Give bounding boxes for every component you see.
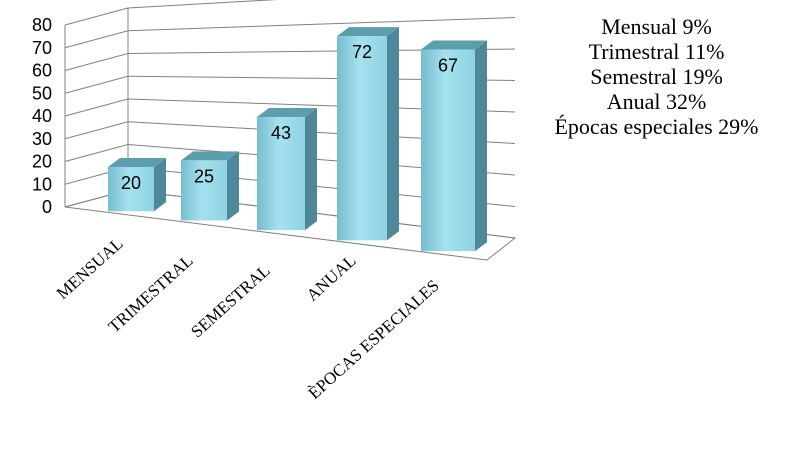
side-gridline — [64, 98, 129, 117]
chart-bars: 20 25 43 72 67 — [108, 27, 487, 252]
y-tick-label: 30 — [32, 129, 52, 149]
y-tick-label: 80 — [32, 15, 52, 35]
bar-data-label: 25 — [194, 166, 214, 186]
bar-data-label: 67 — [438, 55, 458, 75]
bar-side-face — [227, 151, 239, 221]
bar-top-face — [337, 27, 399, 37]
bar-anual: 72 — [337, 27, 399, 241]
bar-side-face — [154, 158, 166, 212]
annotation-mensual: Mensual 9% — [601, 14, 712, 39]
x-category-label: TRIMESTRAL — [105, 251, 197, 337]
y-tick-label: 50 — [32, 83, 52, 103]
bar-front-face — [421, 49, 475, 252]
bar--pocas-especiales: 67 — [421, 40, 487, 252]
back-gridline — [127, 0, 278, 9]
y-tick-label: 0 — [42, 197, 52, 217]
bar-front-face — [181, 160, 227, 221]
y-tick-label: 10 — [32, 174, 52, 194]
bar-side-face — [475, 40, 487, 252]
side-gridline — [64, 121, 129, 140]
bar-side-face — [305, 108, 317, 231]
bar-front-face — [337, 36, 387, 241]
y-tick-label: 20 — [32, 152, 52, 172]
annotation-trimestral: Trimestral 11% — [588, 39, 725, 64]
bar-mensual: 20 — [108, 158, 166, 212]
percentage-annotations: Mensual 9% Trimestral 11% Semestral 19% … — [512, 14, 801, 139]
bar-data-label: 43 — [271, 123, 291, 143]
y-tick-label: 60 — [32, 61, 52, 81]
side-gridline — [64, 7, 129, 26]
bar-top-face — [108, 158, 166, 168]
bar-data-label: 20 — [121, 173, 141, 193]
bar-top-face — [257, 108, 317, 118]
bar-semestral: 43 — [257, 108, 317, 231]
side-gridline — [64, 53, 129, 71]
bar-data-label: 72 — [352, 42, 372, 62]
bar-top-face — [181, 151, 239, 161]
bar-side-face — [387, 27, 399, 241]
side-gridline — [64, 75, 129, 94]
x-category-label: MENSUAL — [53, 234, 127, 303]
y-tick-label: 40 — [32, 106, 52, 126]
annotation-anual: Anual 32% — [606, 89, 707, 114]
bar-front-face — [257, 117, 305, 231]
side-gridline — [64, 144, 129, 162]
chart-floor — [64, 189, 517, 261]
x-category-label: SEMESTRAL — [187, 261, 273, 341]
annotation-epocas-especiales: Épocas especiales 29% — [554, 114, 759, 139]
annotation-semestral: Semestral 19% — [590, 64, 723, 89]
x-category-label: ANUAL — [303, 251, 360, 305]
back-gridline — [127, 17, 516, 32]
side-gridline — [64, 30, 129, 49]
bar-trimestral: 25 — [181, 151, 239, 221]
bar-front-face — [108, 167, 154, 212]
bar-top-face — [421, 40, 487, 50]
y-tick-label: 70 — [32, 38, 52, 58]
